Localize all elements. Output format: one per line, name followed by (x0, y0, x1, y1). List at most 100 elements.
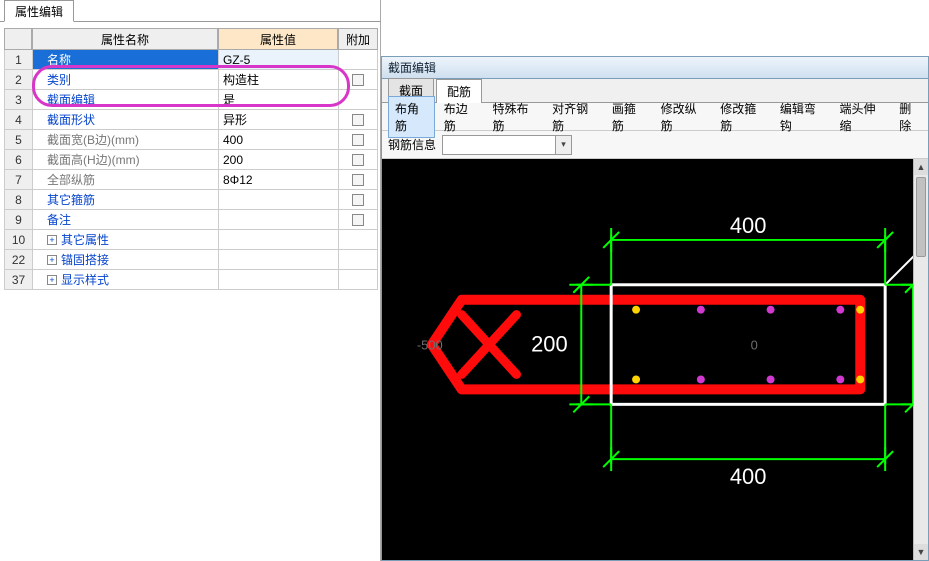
property-extra (338, 110, 378, 130)
rebar-info-combo[interactable]: ▾ (442, 135, 572, 155)
property-value[interactable]: 200 (218, 150, 338, 170)
property-value[interactable]: 异形 (218, 110, 338, 130)
property-value[interactable]: GZ-5 (218, 50, 338, 70)
property-name: +其它属性 (32, 230, 218, 250)
property-row[interactable]: 8其它箍筋 (4, 190, 378, 210)
extra-checkbox[interactable] (352, 194, 364, 206)
property-extra (338, 150, 378, 170)
tool-对齐钢筋[interactable]: 对齐钢筋 (545, 96, 603, 138)
tool-画箍筋[interactable]: 画箍筋 (605, 96, 652, 138)
property-value[interactable] (218, 210, 338, 230)
svg-text:0: 0 (751, 338, 758, 353)
property-extra (338, 270, 378, 290)
property-row[interactable]: 9备注 (4, 210, 378, 230)
property-row[interactable]: 10+其它属性 (4, 230, 378, 250)
tool-删除[interactable]: 删除 (892, 96, 928, 138)
rebar-toolbar: 布角筋布边筋特殊布筋对齐钢筋画箍筋修改纵筋修改箍筋编辑弯钩端头伸缩删除 (382, 103, 928, 131)
property-name: 截面形状 (32, 110, 218, 130)
property-row[interactable]: 5截面宽(B边)(mm)400 (4, 130, 378, 150)
header-extra: 附加 (338, 28, 378, 50)
row-number: 37 (4, 270, 32, 290)
grid-header: 属性名称 属性值 附加 (4, 28, 378, 50)
section-editor-panel: 截面编辑 截面配筋 布角筋布边筋特殊布筋对齐钢筋画箍筋修改纵筋修改箍筋编辑弯钩端… (381, 56, 929, 561)
row-number: 6 (4, 150, 32, 170)
tool-特殊布筋[interactable]: 特殊布筋 (486, 96, 544, 138)
property-value[interactable] (218, 250, 338, 270)
property-extra (338, 70, 378, 90)
property-name: +锚固搭接 (32, 250, 218, 270)
property-value[interactable]: 8Φ12 (218, 170, 338, 190)
property-name: 截面编辑 (32, 90, 218, 110)
header-rownum (4, 28, 32, 50)
extra-checkbox[interactable] (352, 74, 364, 86)
property-value[interactable] (218, 190, 338, 210)
property-row[interactable]: 22+锚固搭接 (4, 250, 378, 270)
tool-布角筋[interactable]: 布角筋 (388, 96, 435, 138)
property-value[interactable]: 是 (218, 90, 338, 110)
section-editor-title: 截面编辑 (382, 57, 928, 79)
rebar-info-label: 钢筋信息 (388, 136, 436, 153)
property-name: 其它箍筋 (32, 190, 218, 210)
scroll-down-icon[interactable]: ▼ (914, 544, 928, 560)
property-value[interactable] (218, 270, 338, 290)
row-number: 10 (4, 230, 32, 250)
property-name: 备注 (32, 210, 218, 230)
tool-编辑弯钩[interactable]: 编辑弯钩 (773, 96, 831, 138)
property-extra (338, 230, 378, 250)
right-scrollbar[interactable]: ▲ ▼ (913, 159, 928, 560)
property-row[interactable]: 1名称GZ-5 (4, 50, 378, 70)
row-number: 3 (4, 90, 32, 110)
property-row[interactable]: 3截面编辑是 (4, 90, 378, 110)
property-extra (338, 90, 378, 110)
expand-icon[interactable]: + (47, 275, 57, 285)
sub-tab-配筋[interactable]: 配筋 (436, 79, 482, 103)
svg-text:200: 200 (531, 332, 568, 357)
extra-checkbox[interactable] (352, 134, 364, 146)
property-name: 名称 (32, 50, 218, 70)
extra-checkbox[interactable] (352, 174, 364, 186)
property-grid: 属性名称 属性值 附加 1名称GZ-52类别构造柱3截面编辑是4截面形状异形5截… (4, 28, 378, 290)
row-number: 4 (4, 110, 32, 130)
property-row[interactable]: 4截面形状异形 (4, 110, 378, 130)
property-editor-panel: 属性编辑 属性名称 属性值 附加 1名称GZ-52类别构造柱3截面编辑是4截面形… (0, 0, 381, 561)
property-value[interactable]: 400 (218, 130, 338, 150)
property-name: +显示样式 (32, 270, 218, 290)
property-name: 类别 (32, 70, 218, 90)
property-extra (338, 170, 378, 190)
scroll-thumb[interactable] (916, 177, 926, 257)
property-name: 全部纵筋 (32, 170, 218, 190)
tool-端头伸缩[interactable]: 端头伸缩 (833, 96, 891, 138)
svg-text:400: 400 (730, 213, 767, 238)
header-value: 属性值 (218, 28, 338, 50)
property-extra (338, 250, 378, 270)
row-number: 9 (4, 210, 32, 230)
extra-checkbox[interactable] (352, 154, 364, 166)
property-extra (338, 190, 378, 210)
property-row[interactable]: 37+显示样式 (4, 270, 378, 290)
property-value[interactable]: 构造柱 (218, 70, 338, 90)
expand-icon[interactable]: + (47, 235, 57, 245)
header-name: 属性名称 (32, 28, 218, 50)
row-number: 5 (4, 130, 32, 150)
expand-icon[interactable]: + (47, 255, 57, 265)
property-name: 截面高(H边)(mm) (32, 150, 218, 170)
svg-text:-500: -500 (417, 338, 443, 353)
section-canvas[interactable]: 400400200200-5000 (382, 159, 928, 560)
property-row[interactable]: 2类别构造柱 (4, 70, 378, 90)
extra-checkbox[interactable] (352, 214, 364, 226)
extra-checkbox[interactable] (352, 114, 364, 126)
tool-修改箍筋[interactable]: 修改箍筋 (713, 96, 771, 138)
row-number: 22 (4, 250, 32, 270)
tab-property-edit[interactable]: 属性编辑 (4, 0, 74, 22)
property-row[interactable]: 6截面高(H边)(mm)200 (4, 150, 378, 170)
property-row[interactable]: 7全部纵筋8Φ12 (4, 170, 378, 190)
scroll-up-icon[interactable]: ▲ (914, 159, 928, 175)
property-name: 截面宽(B边)(mm) (32, 130, 218, 150)
row-number: 7 (4, 170, 32, 190)
tool-修改纵筋[interactable]: 修改纵筋 (654, 96, 712, 138)
chevron-down-icon: ▾ (555, 136, 571, 154)
row-number: 8 (4, 190, 32, 210)
property-value[interactable] (218, 230, 338, 250)
svg-text:400: 400 (730, 464, 767, 489)
property-extra (338, 50, 378, 70)
